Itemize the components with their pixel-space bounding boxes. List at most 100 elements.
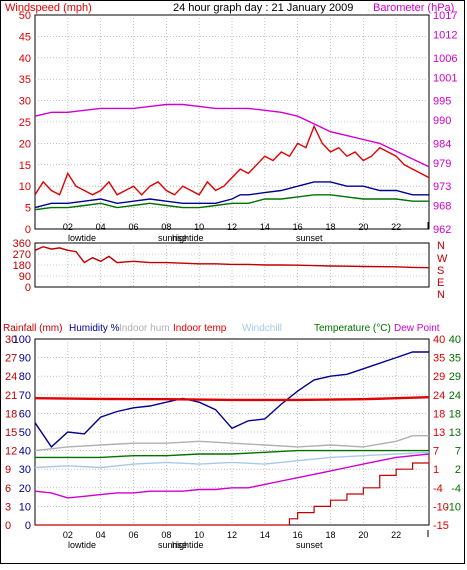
windspeed-tick: 30	[19, 96, 31, 108]
bottom-hour-tick: 22	[391, 530, 401, 540]
series-windspeed-gust	[34, 124, 430, 196]
rainfall-tick: 21	[5, 390, 17, 402]
rainfall-tick: 12	[5, 446, 17, 458]
legend-dew-point: Dew Point	[394, 323, 440, 334]
windspeed-axis-label: Windspeed (mph)	[5, 2, 92, 14]
legend-indoor-temp: Indoor temp	[173, 323, 227, 334]
rainfall-tick: 24	[5, 371, 17, 383]
wind-sunset-label: sunset	[296, 233, 323, 243]
barometer-tick: 973	[433, 181, 451, 193]
series-dew-point	[34, 453, 430, 499]
windspeed-tick: 35	[19, 74, 31, 86]
windspeed-tick: 25	[19, 117, 31, 129]
windspeed-tick: 5	[25, 203, 31, 215]
temperature-tick: 40	[433, 334, 445, 346]
compass-n-top: N	[437, 240, 445, 252]
windspeed-tick: 45	[19, 31, 31, 43]
windspeed-tick: 20	[19, 138, 31, 150]
bottom-hour-tick: 14	[260, 530, 270, 540]
wind-hour-tick: 02	[63, 222, 73, 232]
series-humidity	[34, 351, 429, 448]
wind-hour-tick: 18	[325, 222, 335, 232]
direction-tick: 0	[25, 282, 31, 294]
wind-hour-tick: 14	[260, 222, 270, 232]
compass-w: W	[437, 253, 448, 265]
legend-humidity: Humidity %	[69, 323, 120, 334]
chart-title: 24 hour graph day : 21 January 2009	[173, 2, 353, 14]
windspeed-tick: 50	[19, 10, 31, 22]
bottom-hour-tick: 06	[128, 530, 138, 540]
series-direction	[34, 245, 430, 269]
temperature-tick: 13	[433, 427, 445, 439]
temperature-tick: -15	[433, 520, 449, 532]
windspeed-tick: 10	[19, 181, 31, 193]
humidity-tick: 60	[19, 408, 31, 420]
wind-hour-tick: 10	[194, 222, 204, 232]
humidity-tick: 90	[19, 353, 31, 365]
barometer-tick: 1001	[433, 72, 457, 84]
temperature-tick: -10	[433, 501, 449, 513]
windspeed-tick: 15	[19, 160, 31, 172]
wind-hour-tick: 22	[391, 222, 401, 232]
rainfall-tick: 30	[5, 334, 17, 346]
temperature-tick: 1	[433, 464, 439, 476]
dewpoint-tick: 29	[449, 371, 461, 383]
barometer-tick: 979	[433, 158, 451, 170]
humidity-tick: 30	[19, 464, 31, 476]
barometer-tick: 1012	[433, 29, 457, 41]
rainfall-tick: 15	[5, 427, 17, 439]
bottom-hour-tick: 08	[161, 530, 171, 540]
wind-hour-tick: 06	[128, 222, 138, 232]
wind-sunrise-label: sunrise	[158, 233, 187, 243]
legend-temperature: Temperature (°C)	[314, 323, 391, 334]
direction-tick: 360	[13, 238, 31, 250]
bottom-lowtide-label: lowtide	[68, 540, 96, 550]
direction-tick: 270	[13, 249, 31, 261]
compass-e: E	[437, 277, 444, 289]
barometer-axis-label: Barometer (hPa)	[373, 2, 454, 14]
dewpoint-tick: 18	[449, 408, 461, 420]
legend-indoor-hum: Indoor hum	[119, 323, 170, 334]
bottom-hour-tick: 20	[358, 530, 368, 540]
series-windspeed-average	[34, 181, 429, 209]
barometer-tick: 1017	[433, 10, 457, 22]
wind-hour-tick: 08	[161, 222, 171, 232]
dewpoint-tick: 24	[449, 390, 461, 402]
wind-hour-tick: 20	[358, 222, 368, 232]
series-temperature	[35, 449, 429, 459]
rainfall-tick: 27	[5, 353, 17, 365]
dewpoint-tick: 13	[449, 427, 461, 439]
tick-labels: 0510152025303540455096296897397998499099…	[5, 10, 461, 540]
legend-windchill: Windchill	[242, 323, 282, 334]
compass-s: S	[437, 265, 444, 277]
direction-tick: 90	[19, 271, 31, 283]
grid-lines	[35, 15, 429, 525]
wind-hightide-label: hightide	[172, 233, 204, 243]
humidity-tick: 80	[19, 371, 31, 383]
humidity-tick: 100	[13, 334, 31, 346]
barometer-tick: 962	[433, 224, 451, 236]
humidity-tick: 50	[19, 427, 31, 439]
humidity-tick: 70	[19, 390, 31, 402]
series-windchill	[34, 451, 430, 469]
temperature-tick: 29	[433, 371, 445, 383]
humidity-tick: 0	[25, 520, 31, 532]
series-lines	[34, 103, 430, 526]
humidity-tick: 10	[19, 501, 31, 513]
dewpoint-tick: 40	[449, 334, 461, 346]
windspeed-tick: 0	[25, 224, 31, 236]
barometer-tick: 1006	[433, 53, 457, 65]
compass-n-bottom: N	[437, 289, 445, 301]
bottom-sunset-label: sunset	[296, 540, 323, 550]
bottom-hour-tick: 10	[194, 530, 204, 540]
bottom-hour-tick: 16	[293, 530, 303, 540]
temperature-tick: -4	[433, 483, 443, 495]
bottom-hour-tick: 04	[96, 530, 106, 540]
bottom-hour-tick: 02	[63, 530, 73, 540]
rainfall-tick: 0	[5, 520, 11, 532]
series-indoor-temp	[34, 396, 430, 402]
series-indoor-hum	[34, 435, 429, 452]
bottom-hightide-label: hightide	[172, 540, 204, 550]
series-windspeed-low	[34, 194, 429, 211]
